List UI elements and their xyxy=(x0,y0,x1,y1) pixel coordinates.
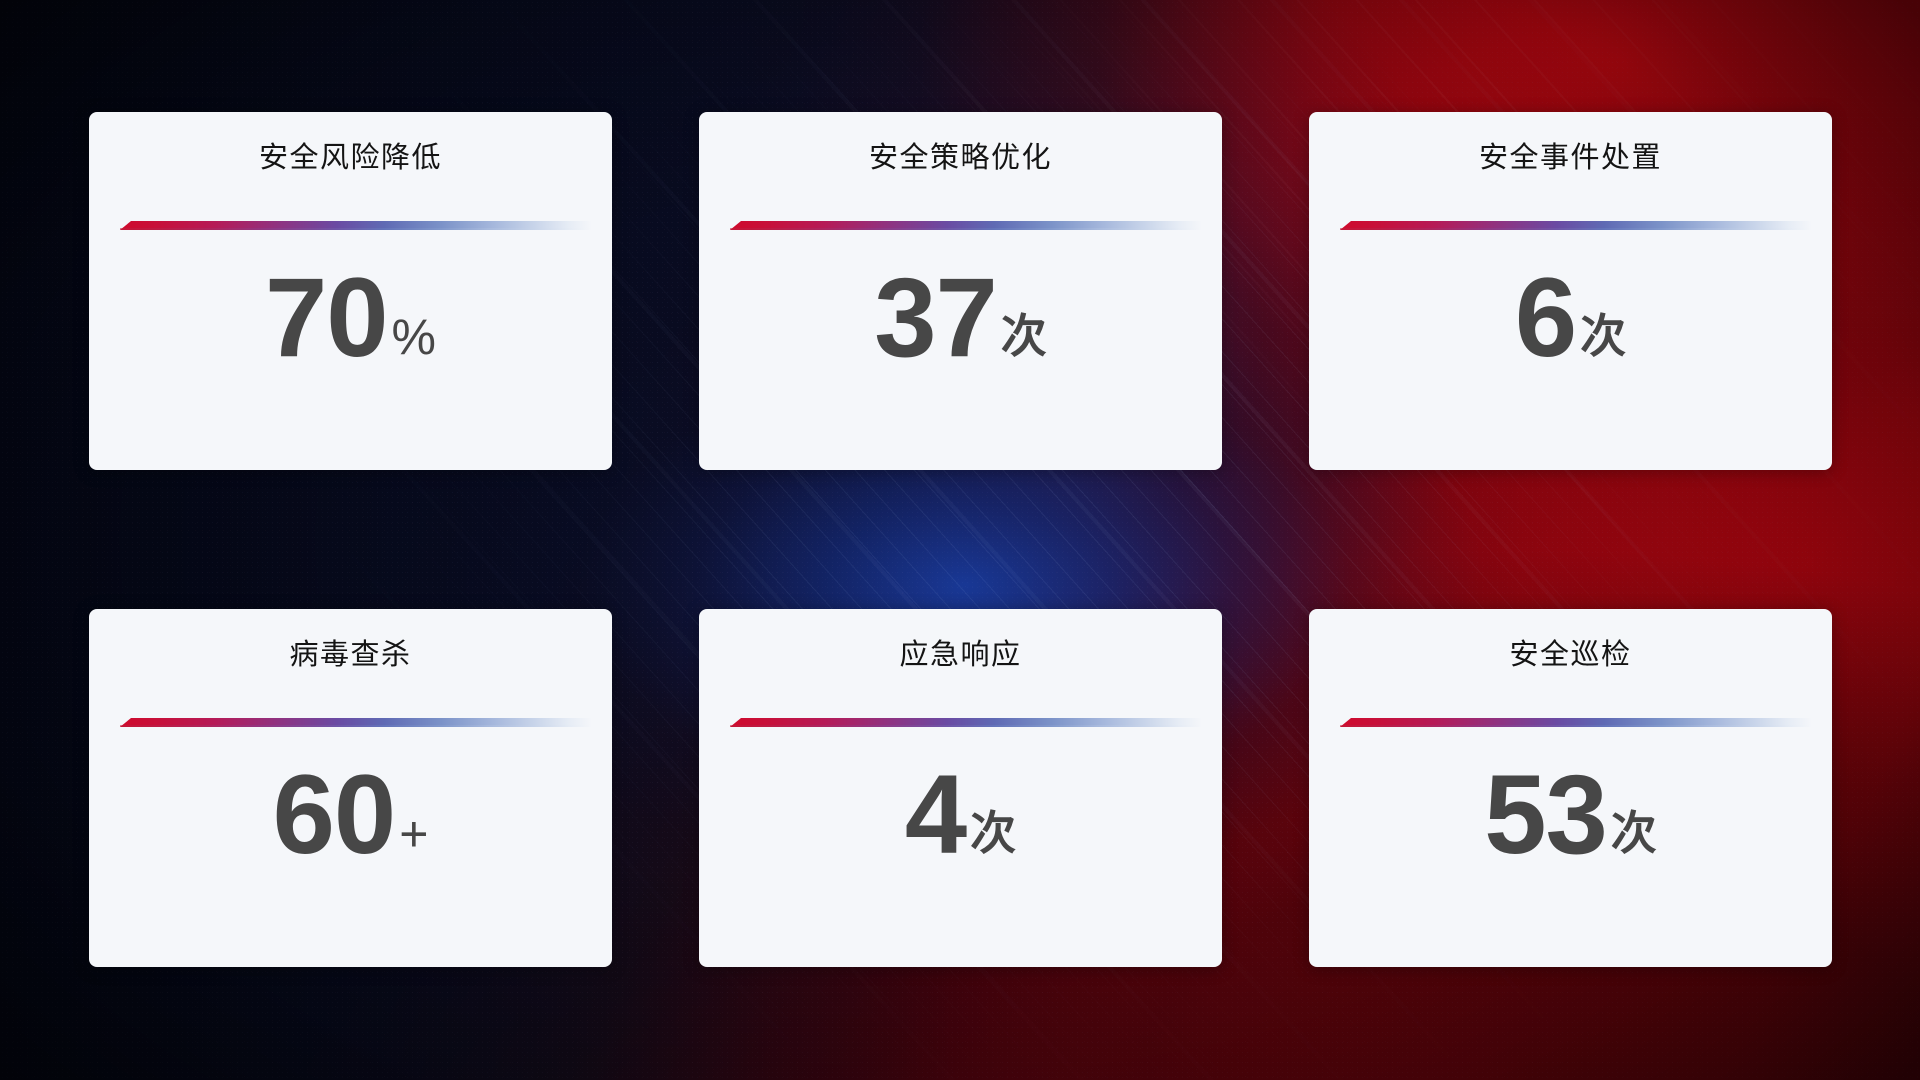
stat-card-title: 安全巡检 xyxy=(1509,639,1632,671)
stat-card-accent-divider-tail xyxy=(1340,228,1812,230)
stat-card-accent-divider-tail xyxy=(730,725,1202,727)
stat-card-emergency-response[interactable]: 应急响应 4 次 xyxy=(699,609,1222,967)
stat-card-number: 60 xyxy=(272,752,397,877)
stat-card-accent-divider xyxy=(730,718,1202,727)
stat-card-title: 应急响应 xyxy=(899,639,1022,671)
stat-card-accent-divider-tail xyxy=(120,725,592,727)
stat-card-suffix: 次 xyxy=(970,807,1017,859)
stat-card-suffix: 次 xyxy=(1000,310,1047,362)
stat-card-accent-divider-tail xyxy=(120,228,592,230)
stat-card-number: 53 xyxy=(1484,752,1608,877)
stat-card-security-incident-handling[interactable]: 安全事件处置 6 次 xyxy=(1309,112,1832,470)
stat-card-security-risk-reduction[interactable]: 安全风险降低 70 % xyxy=(89,112,612,470)
stat-card-number: 37 xyxy=(874,255,998,380)
stat-card-title: 安全策略优化 xyxy=(868,142,1052,174)
stat-card-grid: 安全风险降低 70 % 安全策略优化 37 次 安全事件处置 6 xyxy=(89,112,1833,967)
stat-card-accent-divider xyxy=(120,221,592,230)
stat-card-accent-divider-tail xyxy=(730,228,1202,230)
stat-card-virus-scan-removal[interactable]: 病毒查杀 60 + xyxy=(89,609,612,967)
stat-card-number: 70 xyxy=(264,255,389,380)
stat-card-title: 安全事件处置 xyxy=(1478,142,1662,174)
stat-card-number: 6 xyxy=(1514,255,1577,380)
stat-card-security-inspection[interactable]: 安全巡检 53 次 xyxy=(1309,609,1832,967)
stat-card-value: 53 次 xyxy=(1309,759,1832,871)
stat-card-suffix: % xyxy=(391,309,437,365)
stat-card-title: 病毒查杀 xyxy=(289,639,412,671)
stat-card-value: 4 次 xyxy=(699,759,1222,871)
stat-card-suffix: + xyxy=(399,806,429,862)
stat-card-title: 安全风险降低 xyxy=(258,142,442,174)
stat-card-accent-divider xyxy=(1340,221,1812,230)
stat-card-suffix: 次 xyxy=(1610,807,1657,859)
stat-card-value: 60 + xyxy=(89,759,612,871)
stat-card-accent-divider xyxy=(1340,718,1812,727)
stat-card-value: 6 次 xyxy=(1309,262,1832,374)
stat-card-accent-divider-tail xyxy=(1340,725,1812,727)
stat-card-value: 70 % xyxy=(89,262,612,374)
stat-card-value: 37 次 xyxy=(699,262,1222,374)
stat-card-accent-divider xyxy=(730,221,1202,230)
stat-card-number: 4 xyxy=(904,752,967,877)
stat-card-security-policy-optimization[interactable]: 安全策略优化 37 次 xyxy=(699,112,1222,470)
stat-card-suffix: 次 xyxy=(1580,310,1627,362)
stat-card-accent-divider xyxy=(120,718,592,727)
